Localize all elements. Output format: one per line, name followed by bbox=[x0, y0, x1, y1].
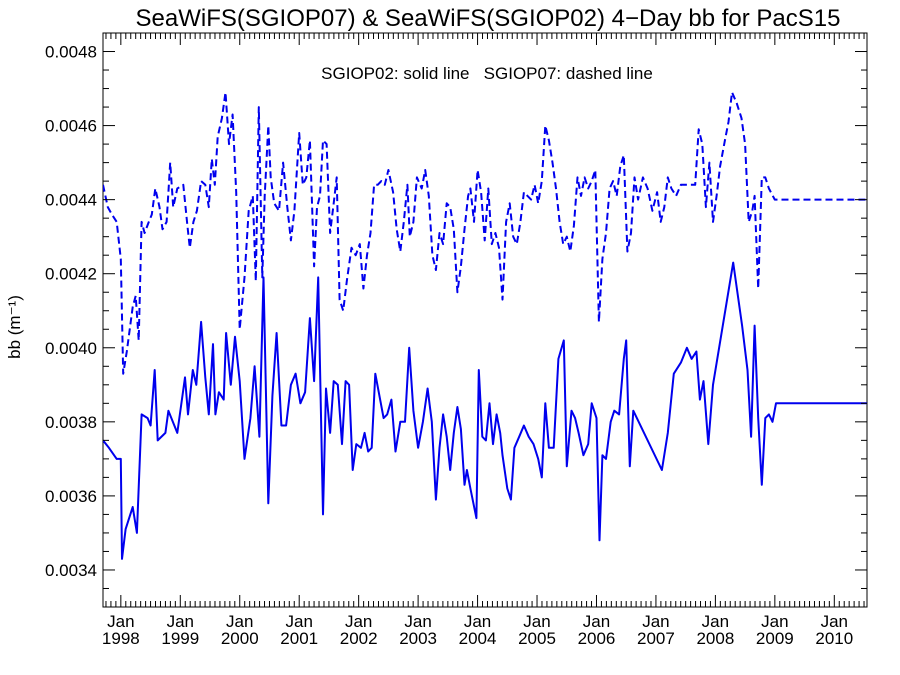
x-tick-label-month: Jan bbox=[404, 612, 431, 631]
x-tick-label-month: Jan bbox=[523, 612, 550, 631]
x-tick-label-month: Jan bbox=[702, 612, 729, 631]
series-style-note: SGIOP02: solid line SGIOP07: dashed line bbox=[321, 64, 653, 83]
x-tick-label-year: 2006 bbox=[578, 629, 616, 648]
plot-frame bbox=[102, 32, 868, 608]
x-tick-label-year: 2002 bbox=[340, 629, 378, 648]
x-tick-label-year: 1998 bbox=[102, 629, 140, 648]
x-tick-label-month: Jan bbox=[821, 612, 848, 631]
x-tick-label-month: Jan bbox=[285, 612, 312, 631]
x-tick-label-month: Jan bbox=[226, 612, 253, 631]
x-tick-label-month: Jan bbox=[345, 612, 372, 631]
x-axis: Jan1998Jan1999Jan2000Jan2001Jan2002Jan20… bbox=[102, 33, 865, 648]
x-tick-label-month: Jan bbox=[583, 612, 610, 631]
y-tick-label: 0.0038 bbox=[45, 413, 97, 432]
series-line-solid bbox=[103, 261, 867, 560]
x-tick-label-year: 2008 bbox=[696, 629, 734, 648]
series-line-dashed bbox=[103, 91, 867, 375]
y-tick-label: 0.0044 bbox=[45, 191, 97, 210]
x-tick-label-year: 2007 bbox=[637, 629, 675, 648]
x-tick-label-month: Jan bbox=[107, 612, 134, 631]
x-tick-label-month: Jan bbox=[642, 612, 669, 631]
y-tick-label: 0.0048 bbox=[45, 43, 97, 62]
x-tick-label-year: 2010 bbox=[815, 629, 853, 648]
y-axis: 0.0034 0.0036 0.0038 0.0040 0.0042 0.0044 0.00… bbox=[45, 32, 867, 608]
y-tick-label: 0.0040 bbox=[45, 339, 97, 358]
plot-area bbox=[103, 91, 867, 560]
x-tick-label-month: Jan bbox=[464, 612, 491, 631]
x-tick-label-year: 1999 bbox=[161, 629, 199, 648]
y-tick-label: 0.0042 bbox=[45, 265, 97, 284]
x-tick-label-month: Jan bbox=[761, 612, 788, 631]
x-tick-label-year: 2004 bbox=[459, 629, 497, 648]
x-tick-label-year: 2009 bbox=[756, 629, 794, 648]
x-tick-label-year: 2001 bbox=[280, 629, 318, 648]
y-tick-label: 0.0036 bbox=[45, 487, 97, 506]
x-tick-label-year: 2005 bbox=[518, 629, 556, 648]
chart-title: SeaWiFS(SGIOP07) & SeaWiFS(SGIOP02) 4−Da… bbox=[136, 5, 841, 32]
x-tick-label-year: 2000 bbox=[221, 629, 259, 648]
y-tick-label: 0.0046 bbox=[45, 117, 97, 136]
y-axis-label: bb (m⁻¹) bbox=[5, 295, 24, 359]
x-tick-label-month: Jan bbox=[167, 612, 194, 631]
y-tick-label: 0.0034 bbox=[45, 561, 97, 580]
x-tick-label-year: 2003 bbox=[399, 629, 437, 648]
